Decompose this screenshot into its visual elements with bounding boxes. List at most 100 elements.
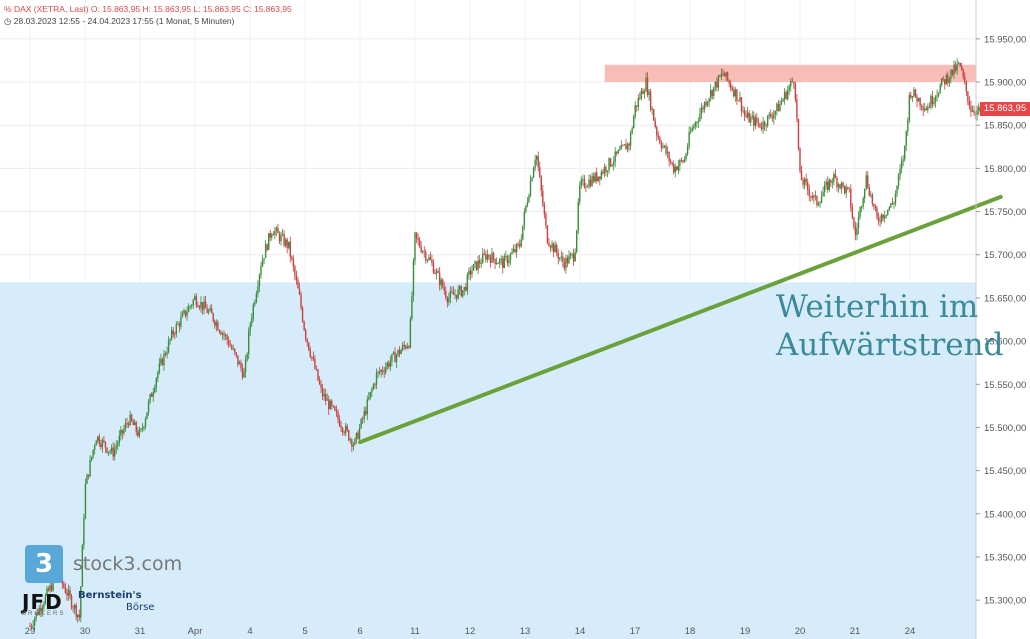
candle-body bbox=[100, 444, 102, 448]
candle-body bbox=[810, 196, 812, 197]
candle-body bbox=[392, 352, 395, 355]
candle-body bbox=[417, 237, 419, 241]
candle-body bbox=[754, 117, 757, 126]
candle-body bbox=[896, 185, 898, 194]
annotation-line-2: Aufwärtstrend bbox=[776, 327, 1004, 363]
candle-body bbox=[30, 626, 33, 627]
candle-body bbox=[123, 428, 125, 434]
candle-body bbox=[766, 115, 769, 126]
candle-body bbox=[605, 167, 607, 172]
candle-body bbox=[360, 418, 362, 428]
candle-body bbox=[317, 369, 319, 381]
candle-body bbox=[492, 252, 495, 259]
candle-body bbox=[209, 308, 211, 311]
candle-body bbox=[266, 244, 268, 250]
candle-body bbox=[897, 175, 900, 186]
candle-body bbox=[796, 99, 798, 119]
candle-body bbox=[968, 101, 971, 107]
candle-body bbox=[195, 296, 198, 306]
candle-body bbox=[237, 355, 239, 365]
candle-body bbox=[103, 439, 105, 442]
candle-body bbox=[731, 88, 733, 91]
percent-icon[interactable]: % bbox=[4, 4, 12, 14]
candle-body bbox=[423, 251, 425, 253]
candle-body bbox=[315, 368, 318, 370]
candle-body bbox=[386, 362, 388, 368]
candle-body bbox=[405, 346, 407, 349]
candle-body bbox=[280, 235, 282, 242]
candle-body bbox=[351, 439, 353, 447]
candle-body bbox=[876, 208, 878, 218]
candle-body bbox=[428, 257, 430, 260]
candle-body bbox=[637, 97, 639, 107]
candle-body bbox=[348, 430, 350, 441]
candle-body bbox=[385, 367, 387, 373]
candle-body bbox=[477, 260, 479, 270]
candle-body bbox=[586, 186, 589, 188]
candle-body bbox=[212, 313, 214, 322]
candle-body bbox=[157, 372, 159, 379]
candle-body bbox=[552, 243, 555, 253]
candle-body bbox=[263, 258, 265, 260]
candle-body bbox=[736, 89, 738, 101]
candle-body bbox=[576, 230, 578, 253]
candle-body bbox=[882, 214, 884, 219]
candle-body bbox=[543, 205, 546, 215]
candle-body bbox=[323, 393, 325, 397]
candle-body bbox=[762, 121, 764, 130]
xtick-label: 6 bbox=[357, 626, 362, 637]
candle-body bbox=[257, 286, 259, 294]
candle-body bbox=[639, 97, 641, 99]
candle-body bbox=[297, 280, 299, 289]
candle-body bbox=[871, 194, 874, 204]
candle-body bbox=[357, 432, 359, 439]
candle-body bbox=[925, 108, 927, 111]
candle-body bbox=[120, 429, 122, 436]
candle-body bbox=[825, 181, 827, 185]
candle-body bbox=[269, 233, 271, 238]
candle-body bbox=[770, 114, 772, 117]
candle-body bbox=[822, 192, 824, 197]
candle-body bbox=[813, 195, 815, 198]
candle-body bbox=[368, 397, 370, 400]
candle-body bbox=[46, 588, 48, 595]
candle-body bbox=[143, 426, 145, 429]
candle-body bbox=[177, 323, 179, 325]
candle-body bbox=[734, 89, 737, 97]
candle-body bbox=[295, 275, 298, 281]
candle-body bbox=[468, 270, 470, 275]
candle-body bbox=[803, 178, 806, 185]
candle-body bbox=[977, 107, 980, 111]
candle-body bbox=[89, 460, 91, 477]
candle-body bbox=[619, 149, 621, 151]
candle-body bbox=[854, 226, 857, 236]
xtick-label: 11 bbox=[410, 626, 420, 637]
candle-body bbox=[294, 266, 296, 276]
candle-body bbox=[563, 262, 566, 269]
candle-body bbox=[268, 233, 270, 250]
candle-body bbox=[546, 225, 549, 244]
candle-body bbox=[443, 287, 445, 291]
candle-body bbox=[967, 91, 969, 102]
candle-body bbox=[623, 144, 626, 146]
candle-body bbox=[381, 369, 384, 372]
candle-body bbox=[480, 263, 482, 264]
candle-body bbox=[808, 189, 810, 197]
candle-body bbox=[483, 253, 485, 255]
candle-body bbox=[945, 74, 947, 85]
ytick-label: 15.850,00 bbox=[984, 121, 1026, 132]
candle-body bbox=[378, 371, 381, 373]
candle-body bbox=[545, 214, 547, 226]
candle-body bbox=[29, 626, 31, 627]
candle-body bbox=[240, 362, 242, 369]
candle-body bbox=[189, 305, 191, 307]
candle-body bbox=[277, 228, 279, 234]
candle-body bbox=[626, 143, 629, 150]
candle-body bbox=[414, 232, 416, 261]
candle-body bbox=[660, 143, 663, 148]
candle-body bbox=[220, 331, 222, 335]
candle-body bbox=[620, 145, 623, 150]
candle-body bbox=[632, 116, 635, 129]
candle-body bbox=[440, 279, 442, 286]
candle-body bbox=[329, 400, 331, 410]
